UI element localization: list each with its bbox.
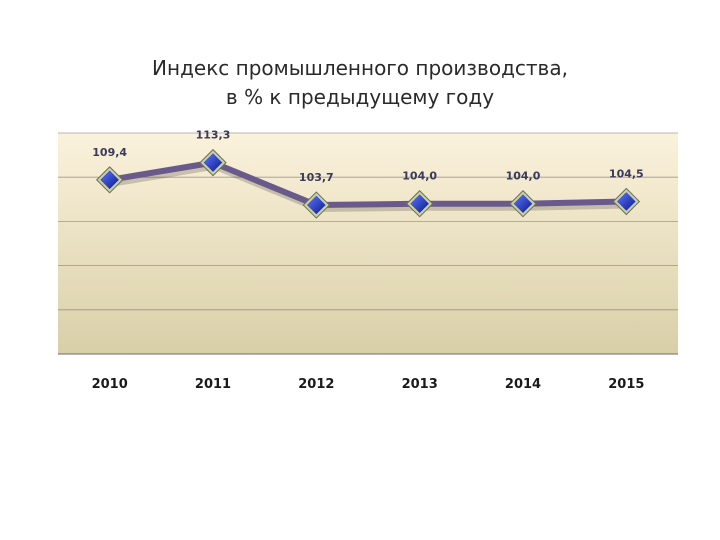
x-tick-label: 2013: [402, 377, 438, 392]
data-label: 104,0: [506, 170, 541, 183]
data-label: 113,3: [196, 129, 231, 142]
chart-title: Индекс промышленного производства, в % к…: [0, 54, 720, 112]
data-label: 109,4: [92, 146, 127, 159]
data-label: 103,7: [299, 171, 334, 184]
data-point-marker: [410, 194, 430, 214]
plot-area: [58, 133, 678, 354]
data-label: 104,5: [609, 168, 644, 181]
data-point-marker: [616, 192, 636, 211]
x-tick-label: 2014: [505, 377, 541, 392]
x-tick-label: 2011: [195, 377, 231, 392]
data-point-marker: [203, 153, 223, 172]
data-point-marker: [100, 170, 120, 190]
series-line: [106, 159, 630, 209]
x-tick-label: 2010: [92, 377, 128, 392]
data-point-marker: [513, 194, 533, 214]
x-tick-label: 2015: [608, 377, 644, 392]
data-label: 104,0: [402, 170, 437, 183]
data-point-marker: [306, 195, 326, 215]
series-line-shadow: [111, 161, 629, 213]
x-tick-label: 2012: [298, 377, 334, 392]
chart-title-line-1: Индекс промышленного производства,: [152, 56, 568, 80]
chart-title-line-2: в % к предыдущему году: [225, 85, 495, 109]
